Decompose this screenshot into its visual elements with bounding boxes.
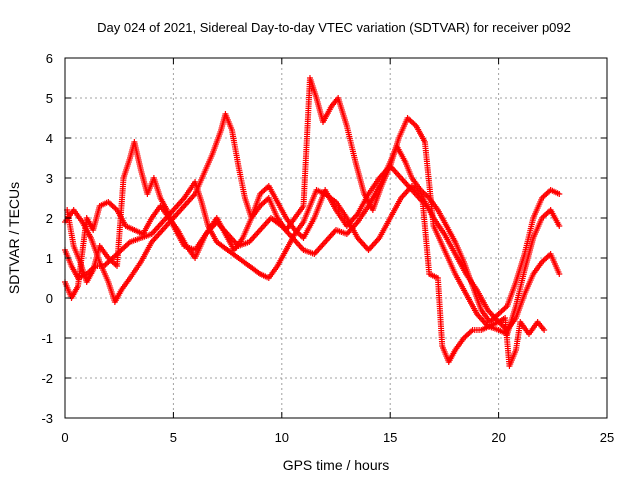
y-tick-label: 4 (46, 131, 53, 146)
x-tick-label: 15 (383, 430, 397, 445)
y-tick-label: -1 (41, 331, 53, 346)
x-tick-label: 20 (491, 430, 505, 445)
y-tick-label: 0 (46, 291, 53, 306)
y-tick-label: 1 (46, 251, 53, 266)
data-marks (62, 75, 563, 369)
plot-frame (64, 57, 608, 419)
series-track-3 (62, 143, 563, 325)
data-point (556, 271, 563, 277)
data-point (541, 327, 548, 333)
data-point (556, 191, 563, 197)
y-tick-label: 3 (46, 171, 53, 186)
x-tick-label: 10 (275, 430, 289, 445)
grid-lines (65, 58, 607, 418)
chart-title: Day 024 of 2021, Sidereal Day-to-day VTE… (97, 20, 571, 35)
y-tick-label: -2 (41, 371, 53, 386)
y-tick-label: 2 (46, 211, 53, 226)
x-axis-label: GPS time / hours (283, 457, 390, 473)
x-tick-label: 5 (170, 430, 177, 445)
y-tick-label: 6 (46, 51, 53, 66)
axis-ticks: 0 5 10 15 20 25 -3 -2 -1 0 1 2 3 4 5 6 (41, 51, 614, 445)
y-axis-label: SDTVAR / TECUs (6, 182, 22, 294)
y-tick-label: -3 (41, 411, 53, 426)
x-tick-label: 25 (600, 430, 614, 445)
series-track-4 (64, 139, 548, 369)
y-tick-label: 5 (46, 91, 53, 106)
series-track-2 (62, 75, 563, 337)
x-tick-label: 0 (61, 430, 68, 445)
series-track-1 (62, 179, 563, 333)
data-point (556, 223, 563, 229)
